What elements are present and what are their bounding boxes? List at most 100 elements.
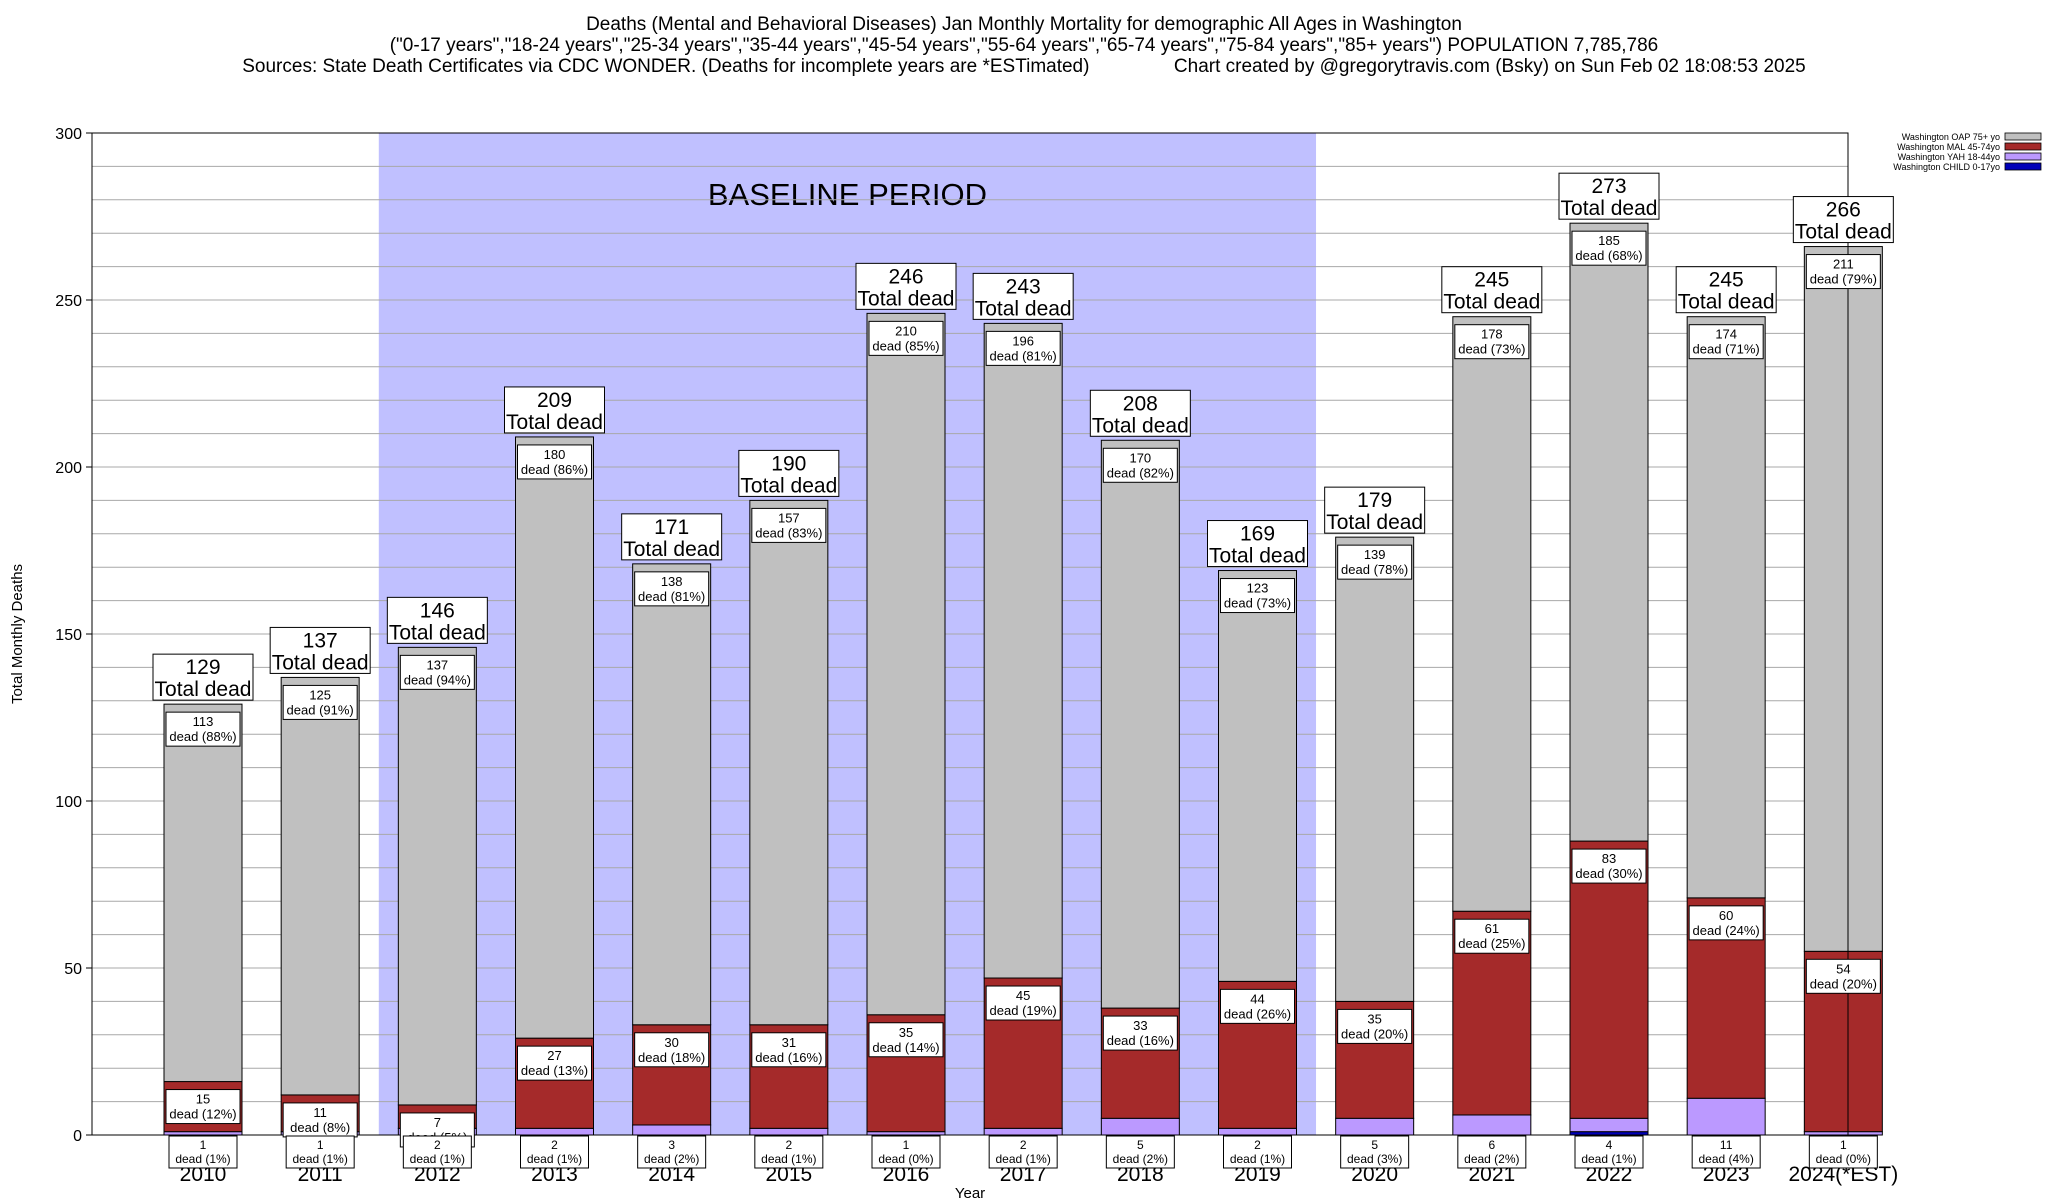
oap-label-value: 157 [778,510,800,525]
legend-label: Washington OAP 75+ yo [1902,132,2000,142]
bar-segment [632,1124,712,1136]
mal-label-pct: dead (26%) [1224,1006,1291,1021]
oap-label-value: 185 [1598,233,1620,248]
mal-label-value: 33 [1133,1018,1147,1033]
bar-segment [1803,1131,1883,1136]
x-tick-label: 2014 [648,1163,695,1186]
oap-label-value: 196 [1012,333,1034,348]
oap-label-box [868,320,944,356]
yah-label-pct: dead (2%) [644,1152,699,1166]
yah-label-pct: dead (2%) [1464,1152,1519,1166]
total-label-box [621,513,723,561]
chart-subtitle-age-groups: ("0-17 years","18-24 years","25-34 years… [389,35,1659,56]
bar-segment [1100,439,1180,1009]
mal-label-value: 44 [1250,991,1264,1006]
x-tick-label: 2024(*EST) [1788,1163,1898,1186]
yah-label-value: 2 [434,1138,441,1152]
total-label-box [269,626,371,674]
x-tick-label: 2023 [1703,1163,1750,1186]
oap-label-pct: dead (81%) [990,348,1057,363]
oap-label-pct: dead (73%) [1224,596,1291,611]
yah-label-value: 1 [1840,1138,1847,1152]
yah-label-pct: dead (1%) [1581,1152,1636,1166]
mal-label-pct: dead (19%) [990,1003,1057,1018]
yah-label-value: 1 [317,1138,324,1152]
oap-label-box [1454,324,1530,360]
bar-segment [1686,1097,1766,1136]
mal-label-pct: dead (30%) [1575,866,1642,881]
baseline-period-label: BASELINE PERIOD [708,177,987,212]
bar-segment [1569,1131,1649,1136]
oap-label-box [1571,230,1647,266]
oap-label-box [634,571,710,607]
total-label-box [152,653,254,701]
total-label-suffix: Total dead [623,538,720,561]
mal-label-box [1337,1008,1413,1044]
bar-segment [1569,840,1649,1119]
total-label-suffix: Total dead [975,297,1072,320]
total-label-suffix: Total dead [1795,221,1892,244]
yah-label-box [520,1135,589,1169]
total-label-value: 146 [420,599,455,622]
y-tick-label: 50 [64,961,82,978]
total-label-suffix: Total dead [1209,545,1306,568]
bar-segment [632,563,712,1026]
yah-label-box [1223,1135,1292,1169]
total-label-value: 137 [303,629,338,652]
oap-label-pct: dead (85%) [872,338,939,353]
total-label-value: 273 [1591,175,1626,198]
yah-label-pct: dead (1%) [1230,1152,1285,1166]
total-label-value: 246 [888,265,923,288]
x-tick-label: 2017 [1000,1163,1047,1186]
total-label-value: 266 [1826,199,1861,222]
oap-label-box [751,507,827,543]
yah-label-value: 2 [1020,1138,1027,1152]
yah-label-box [754,1135,824,1169]
total-label-suffix: Total dead [1678,291,1775,314]
mal-label-box [517,1045,592,1081]
yah-label-value: 2 [785,1138,792,1152]
bar-segment [1100,1117,1180,1136]
legend-swatch [2004,162,2042,171]
mal-label-box [868,1022,944,1058]
mal-label-value: 31 [782,1035,796,1050]
total-label-value: 243 [1006,275,1041,298]
bar-segment [749,1127,829,1136]
total-label-box [855,262,957,310]
bar-segment [749,499,829,1026]
yah-label-box [1808,1135,1878,1169]
oap-label-box [1688,324,1764,360]
yah-label-value: 11 [1720,1138,1733,1152]
bar-segment [983,322,1063,979]
total-label-box [1441,266,1543,314]
y-tick-label: 150 [55,627,82,644]
oap-label-value: 210 [895,323,917,338]
y-axis-label: Total Monthly Deaths [9,564,26,704]
mal-label-value: 60 [1719,908,1733,923]
mal-label-value: 45 [1016,988,1030,1003]
bar-segment [1452,1114,1532,1136]
total-label-value: 190 [771,452,806,475]
yah-label-pct: dead (2%) [1113,1152,1168,1166]
mal-label-pct: dead (8%) [290,1120,350,1135]
mal-label-value: 35 [1367,1011,1381,1026]
mal-label-box [751,1032,827,1068]
bar-segment [1569,222,1649,842]
mal-label-pct: dead (16%) [755,1050,822,1065]
legend-label: Washington MAL 45-74yo [1897,142,2000,152]
oap-label-box [1102,447,1178,483]
mal-label-box [165,1089,241,1125]
yah-label-value: 2 [551,1138,558,1152]
legend-swatch [2004,142,2042,151]
mal-label-pct: dead (16%) [1107,1033,1174,1048]
oap-label-value: 137 [426,657,448,672]
bar-segment [1803,246,1883,952]
yah-label-box [168,1135,238,1169]
x-tick-label: 2013 [531,1163,578,1186]
x-tick-label: 2022 [1586,1163,1633,1186]
yah-label-value: 6 [1488,1138,1495,1152]
bar-segment [1452,316,1532,912]
bar-segment [515,1127,594,1136]
mal-label-value: 15 [196,1092,210,1107]
